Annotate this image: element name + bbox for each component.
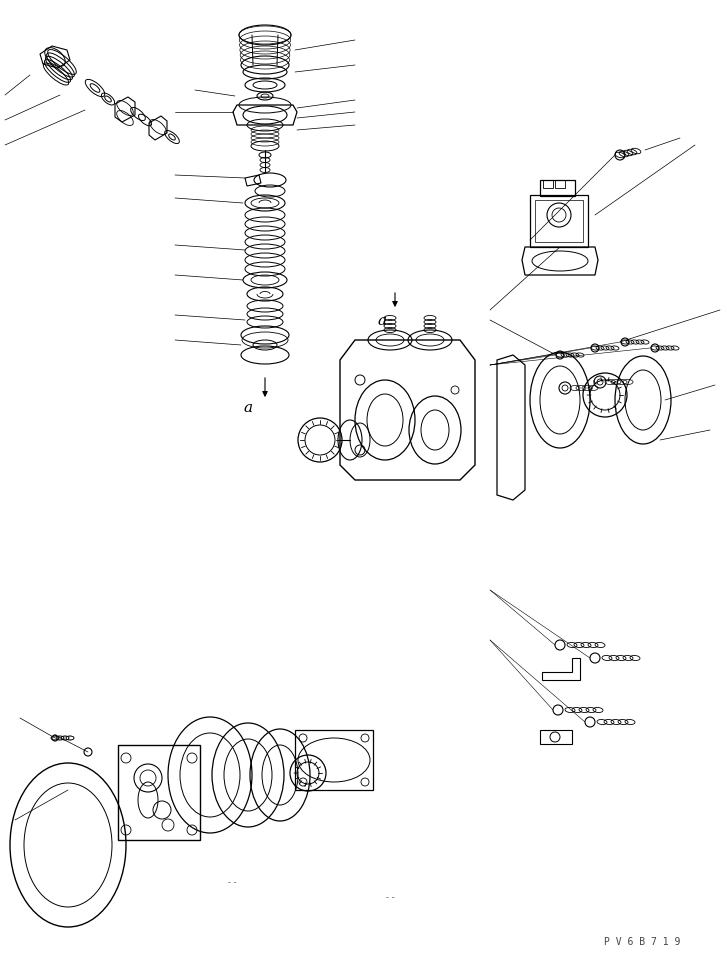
Bar (543, 180, 553, 188)
Bar (535, 200, 583, 242)
Bar (540, 180, 575, 196)
Bar (118, 745, 200, 840)
Bar (530, 195, 588, 247)
Text: - -: - - (386, 893, 394, 902)
Text: - -: - - (228, 878, 236, 887)
Text: a: a (377, 314, 386, 328)
Bar (295, 730, 373, 790)
Bar (555, 180, 565, 188)
Text: a: a (243, 401, 252, 415)
Bar (540, 730, 572, 744)
Text: P V 6 B 7 1 9: P V 6 B 7 1 9 (603, 937, 680, 947)
